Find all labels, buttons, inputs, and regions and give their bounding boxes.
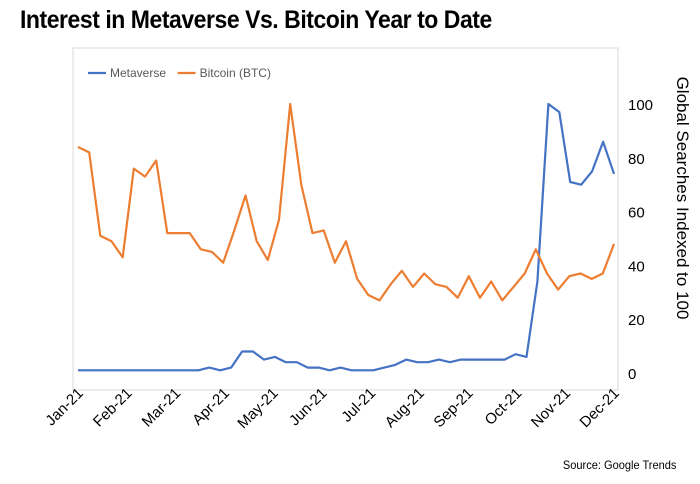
x-tick-label: Jun-21 <box>286 385 330 429</box>
x-tick-label: Jul-21 <box>338 385 379 426</box>
x-tick-label: Jan-21 <box>42 385 86 429</box>
series-lines <box>77 102 616 372</box>
y-axis: 0 20 40 60 80 100 <box>628 97 653 383</box>
y-tick-label: 80 <box>628 151 645 168</box>
source-note: Source: Google Trends <box>562 458 676 472</box>
x-tick-label: Dec-21 <box>577 385 623 431</box>
y-tick-label: 60 <box>628 205 645 222</box>
x-tick-label: May-21 <box>234 385 281 432</box>
legend-label: Metaverse <box>110 66 166 80</box>
x-tick-label: Nov-21 <box>528 385 574 431</box>
x-tick-label: Oct-21 <box>482 385 526 429</box>
y-tick-label: 40 <box>628 258 645 275</box>
legend-label: Bitcoin (BTC) <box>200 66 271 80</box>
series-line-metaverse <box>78 102 616 372</box>
y-tick-label: 0 <box>628 366 636 383</box>
chart-title: Interest in Metaverse Vs. Bitcoin Year t… <box>20 6 492 34</box>
x-axis: Jan-21 Feb-21 Mar-21 Apr-21 May-21 Jun-21 Jul-… <box>42 385 622 432</box>
y-tick-label: 20 <box>628 312 645 329</box>
legend: Metaverse Bitcoin (BTC) <box>88 66 271 80</box>
x-tick-label: Apr-21 <box>189 385 233 429</box>
x-tick-label: Mar-21 <box>139 385 185 431</box>
series-line-bitcoin-btc <box>77 102 616 302</box>
y-tick-label: 100 <box>628 97 653 114</box>
x-tick-label: Sep-21 <box>430 385 476 431</box>
x-tick-label: Feb-21 <box>90 385 136 431</box>
plot-frame <box>72 47 619 391</box>
y-axis-label: Global Searches Indexed to 100 <box>673 77 692 320</box>
x-tick-label: Aug-21 <box>382 385 428 431</box>
